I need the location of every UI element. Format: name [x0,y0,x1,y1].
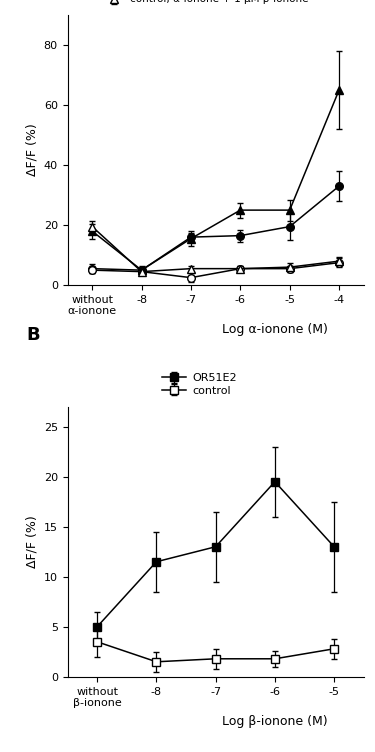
Text: B: B [26,326,40,344]
Text: Log β-ionone (M): Log β-ionone (M) [222,714,328,728]
Text: Log α-ionone (M): Log α-ionone (M) [222,323,328,336]
Y-axis label: ΔF/F (%): ΔF/F (%) [25,124,38,177]
Y-axis label: ΔF/F (%): ΔF/F (%) [25,515,38,568]
Legend: OR51E2, control: OR51E2, control [162,373,237,396]
Legend: OR51E2, α-ionone, control, α-ionone, OR51E2, α-ionone + 1 μM β-ionone, control, : OR51E2, α-ionone, control, α-ionone, OR5… [102,0,314,5]
